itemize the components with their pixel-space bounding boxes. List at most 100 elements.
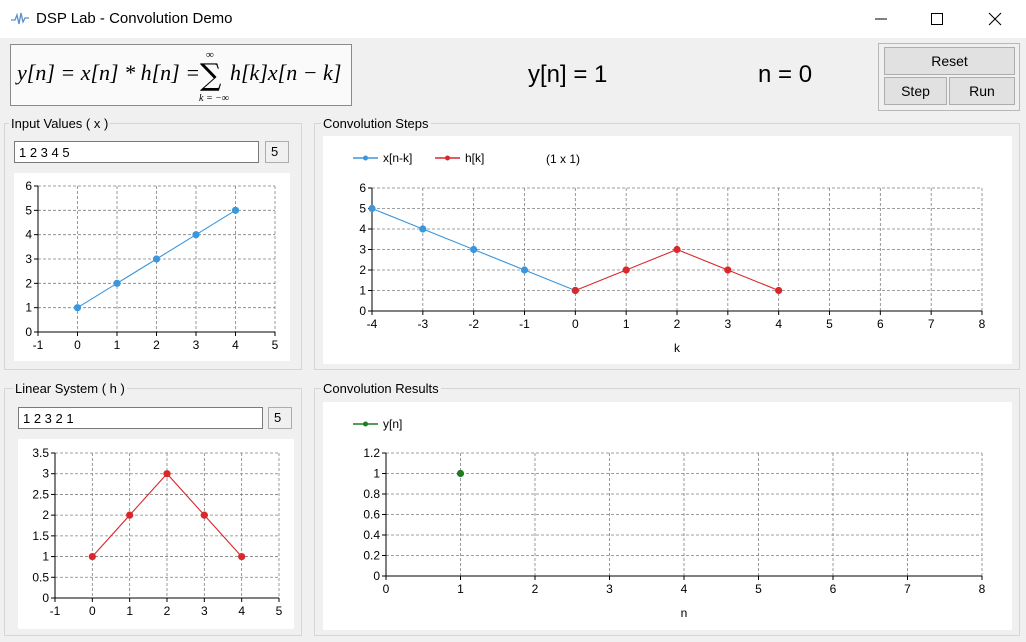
y-tick-label: 3	[25, 252, 32, 266]
legend-marker	[445, 155, 450, 161]
data-point	[724, 266, 732, 274]
sum-symbol: ∑	[200, 58, 222, 93]
x-tick-label: 5	[826, 317, 833, 331]
input-values-chart: -1 0 1 2 3 4 5 0 1 2 3 4 5 6	[14, 173, 290, 361]
y-tick-label: 1	[359, 284, 366, 298]
x-tick-label: 0	[89, 604, 96, 618]
x-tick-label: 0	[572, 317, 579, 331]
y-tick-label: 6	[359, 181, 366, 195]
data-point	[470, 245, 478, 254]
x-tick-label: 3	[201, 604, 208, 618]
data-point	[163, 470, 171, 478]
x-tick-label: -4	[367, 317, 378, 331]
y-tick-label: 1.2	[363, 446, 380, 460]
formula-upper-limit: ∞	[206, 49, 214, 61]
x-tick-label: 1	[623, 317, 630, 331]
data-point	[88, 552, 96, 561]
x-tick-label: 5	[272, 338, 279, 352]
x-axis-label: k	[674, 341, 681, 355]
minimize-button[interactable]	[852, 0, 910, 38]
x-tick-label: 1	[457, 582, 464, 596]
data-point	[126, 511, 134, 519]
x-tick-label: 6	[830, 582, 837, 596]
close-button[interactable]	[966, 0, 1024, 38]
y-tick-label: 3	[359, 243, 366, 257]
input-values-field[interactable]	[14, 141, 259, 163]
legend-label: x[n-k]	[383, 151, 412, 165]
x-tick-label: 7	[928, 317, 935, 331]
convolution-results-chart: 0 1 2 3 4 5 6 7 8 0 0.2 0.4 0.6 0.8 1 1.2 n y[n]	[323, 402, 1012, 630]
y-tick-label: 2	[359, 263, 366, 277]
y-tick-label: 0.5	[32, 570, 49, 584]
data-point	[113, 279, 121, 287]
y-tick-label: 5	[359, 202, 366, 216]
x-tick-label: 4	[775, 317, 782, 331]
x-tick-label: 2	[153, 338, 160, 352]
y-tick-label: 1	[42, 550, 49, 564]
data-point	[192, 231, 200, 239]
x-tick-label: 4	[232, 338, 239, 352]
x-tick-label: 2	[532, 582, 539, 596]
x-tick-label: 2	[674, 317, 681, 331]
linear-system-count: 5	[268, 407, 292, 429]
linear-system-field[interactable]	[18, 407, 263, 429]
y-tick-label: 3.5	[32, 446, 49, 460]
data-point	[622, 266, 630, 274]
formula-lhs: y[n] = x[n] * h[n] =	[15, 60, 200, 85]
data-point	[419, 225, 427, 233]
run-button[interactable]: Run	[949, 77, 1015, 105]
waveform-icon	[11, 12, 29, 25]
convolution-steps-group-label: Convolution Steps	[321, 116, 431, 131]
data-point	[571, 286, 579, 295]
x-tick-label: -1	[50, 604, 61, 618]
y-tick-label: 4	[25, 228, 32, 242]
formula-rhs: h[k]x[n − k]	[230, 60, 341, 85]
y-tick-label: 0.2	[363, 549, 380, 563]
convolution-formula: y[n] = x[n] * h[n] = ∑ ∞ k = −∞ h[k]x[n …	[10, 44, 352, 106]
y-tick-label: 2	[42, 508, 49, 522]
x-tick-label: 6	[877, 317, 884, 331]
reset-button[interactable]: Reset	[884, 47, 1015, 75]
y-tick-label: 0	[25, 325, 32, 339]
input-values-group	[4, 123, 302, 370]
data-point	[368, 204, 376, 213]
y-tick-label: 0.4	[363, 528, 380, 542]
y-tick-label: 0	[359, 304, 366, 318]
data-point	[152, 255, 161, 263]
maximize-button[interactable]	[908, 0, 966, 38]
legend-label: y[n]	[383, 417, 402, 431]
x-tick-label: 3	[193, 338, 200, 352]
data-point	[238, 552, 246, 561]
x-tick-label: -1	[519, 317, 530, 331]
x-tick-label: 2	[164, 604, 171, 618]
y-tick-label: 1	[373, 467, 380, 481]
convolution-steps-chart: (1 x 1) -4 -3 -2 -1 0 1 2 3 4 5 6 7 8 0 1 2 3 4 5 6 k x[n-k] h…	[323, 136, 1012, 364]
index-value-label: n = 0	[758, 61, 813, 88]
data-point	[231, 206, 240, 214]
x-tick-label: 3	[724, 317, 731, 331]
y-tick-label: 2.5	[32, 487, 49, 501]
data-point	[73, 304, 82, 312]
x-tick-label: -2	[468, 317, 479, 331]
y-tick-label: 0	[42, 591, 49, 605]
y-tick-label: 4	[359, 222, 366, 236]
x-tick-label: 5	[755, 582, 762, 596]
y-tick-label: 0	[373, 569, 380, 583]
title-bar[interactable]: DSP Lab - Convolution Demo	[0, 0, 1026, 38]
x-tick-label: 8	[979, 317, 986, 331]
data-point	[456, 469, 465, 478]
data-point	[520, 266, 529, 274]
x-tick-label: -1	[33, 338, 44, 352]
convolution-steps-group	[314, 123, 1020, 370]
y-tick-label: 6	[25, 179, 32, 193]
x-tick-label: 0	[383, 582, 390, 596]
legend-marker	[363, 421, 368, 427]
window-title: DSP Lab - Convolution Demo	[36, 10, 233, 27]
step-button[interactable]: Step	[884, 77, 947, 105]
data-point	[200, 511, 208, 519]
linear-system-group-label: Linear System ( h )	[13, 381, 127, 396]
data-point	[673, 245, 681, 254]
y-tick-label: 3	[42, 467, 49, 481]
x-tick-label: 7	[904, 582, 911, 596]
